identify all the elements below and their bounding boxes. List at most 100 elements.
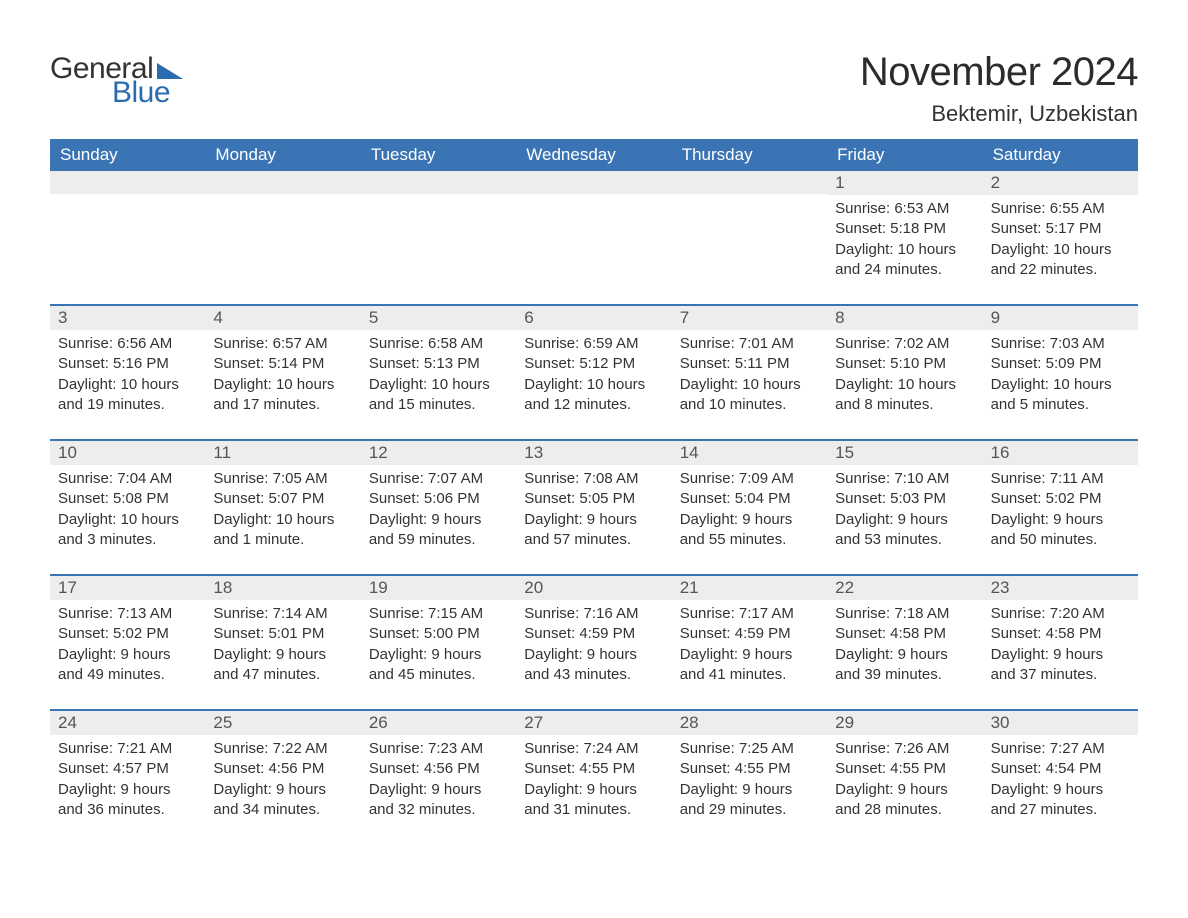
daylight-text-line1: Daylight: 10 hours	[835, 240, 974, 260]
daynum-bar: 1	[827, 171, 982, 195]
sunrise-text: Sunrise: 6:56 AM	[58, 334, 197, 354]
calendar-cell: 30Sunrise: 7:27 AMSunset: 4:54 PMDayligh…	[983, 711, 1138, 844]
week-row: 17Sunrise: 7:13 AMSunset: 5:02 PMDayligh…	[50, 574, 1138, 709]
sunset-text: Sunset: 5:00 PM	[369, 624, 508, 644]
daylight-text-line2: and 22 minutes.	[991, 260, 1130, 280]
daynum-bar: 3	[50, 306, 205, 330]
daylight-text-line1: Daylight: 9 hours	[991, 510, 1130, 530]
daynum-bar: 25	[205, 711, 360, 735]
daylight-text-line2: and 57 minutes.	[524, 530, 663, 550]
day-number: 19	[369, 578, 388, 597]
calendar-cell: 2Sunrise: 6:55 AMSunset: 5:17 PMDaylight…	[983, 171, 1138, 304]
week-row: 24Sunrise: 7:21 AMSunset: 4:57 PMDayligh…	[50, 709, 1138, 844]
daynum-bar: 13	[516, 441, 671, 465]
sunset-text: Sunset: 5:17 PM	[991, 219, 1130, 239]
daylight-text-line1: Daylight: 9 hours	[369, 510, 508, 530]
sunset-text: Sunset: 5:06 PM	[369, 489, 508, 509]
daylight-text-line2: and 39 minutes.	[835, 665, 974, 685]
sunset-text: Sunset: 4:58 PM	[991, 624, 1130, 644]
daynum-bar: 26	[361, 711, 516, 735]
daynum-bar: 12	[361, 441, 516, 465]
day-number: 6	[524, 308, 533, 327]
day-number: 4	[213, 308, 222, 327]
daylight-text-line1: Daylight: 9 hours	[991, 780, 1130, 800]
daylight-text-line1: Daylight: 9 hours	[369, 780, 508, 800]
sunset-text: Sunset: 4:58 PM	[835, 624, 974, 644]
dayname-thursday: Thursday	[672, 139, 827, 171]
calendar-cell: 12Sunrise: 7:07 AMSunset: 5:06 PMDayligh…	[361, 441, 516, 574]
daylight-text-line1: Daylight: 9 hours	[58, 645, 197, 665]
dayname-sunday: Sunday	[50, 139, 205, 171]
daylight-text-line1: Daylight: 10 hours	[58, 375, 197, 395]
calendar-cell: 9Sunrise: 7:03 AMSunset: 5:09 PMDaylight…	[983, 306, 1138, 439]
daylight-text-line2: and 17 minutes.	[213, 395, 352, 415]
sunrise-text: Sunrise: 7:22 AM	[213, 739, 352, 759]
day-number: 1	[835, 173, 844, 192]
daylight-text-line1: Daylight: 9 hours	[58, 780, 197, 800]
daylight-text-line1: Daylight: 9 hours	[369, 645, 508, 665]
daylight-text-line2: and 36 minutes.	[58, 800, 197, 820]
sunrise-text: Sunrise: 7:05 AM	[213, 469, 352, 489]
calendar-cell: 6Sunrise: 6:59 AMSunset: 5:12 PMDaylight…	[516, 306, 671, 439]
daylight-text-line1: Daylight: 10 hours	[991, 375, 1130, 395]
sunrise-text: Sunrise: 7:08 AM	[524, 469, 663, 489]
day-number: 18	[213, 578, 232, 597]
daynum-bar: 9	[983, 306, 1138, 330]
calendar-cell: 17Sunrise: 7:13 AMSunset: 5:02 PMDayligh…	[50, 576, 205, 709]
day-number: 9	[991, 308, 1000, 327]
daylight-text-line2: and 10 minutes.	[680, 395, 819, 415]
daylight-text-line2: and 34 minutes.	[213, 800, 352, 820]
calendar-cell: 26Sunrise: 7:23 AMSunset: 4:56 PMDayligh…	[361, 711, 516, 844]
sunrise-text: Sunrise: 7:01 AM	[680, 334, 819, 354]
sunset-text: Sunset: 4:57 PM	[58, 759, 197, 779]
daynum-bar: 22	[827, 576, 982, 600]
day-number: 11	[213, 443, 231, 462]
calendar-cell: 5Sunrise: 6:58 AMSunset: 5:13 PMDaylight…	[361, 306, 516, 439]
daylight-text-line2: and 5 minutes.	[991, 395, 1130, 415]
calendar: SundayMondayTuesdayWednesdayThursdayFrid…	[50, 139, 1138, 844]
sunset-text: Sunset: 5:09 PM	[991, 354, 1130, 374]
daynum-bar: 5	[361, 306, 516, 330]
day-number: 12	[369, 443, 388, 462]
daynum-bar: 29	[827, 711, 982, 735]
sunset-text: Sunset: 5:02 PM	[991, 489, 1130, 509]
daylight-text-line2: and 43 minutes.	[524, 665, 663, 685]
daylight-text-line2: and 24 minutes.	[835, 260, 974, 280]
daylight-text-line2: and 12 minutes.	[524, 395, 663, 415]
daylight-text-line1: Daylight: 9 hours	[680, 645, 819, 665]
day-number: 8	[835, 308, 844, 327]
daylight-text-line1: Daylight: 10 hours	[680, 375, 819, 395]
daylight-text-line2: and 1 minute.	[213, 530, 352, 550]
daylight-text-line1: Daylight: 9 hours	[213, 645, 352, 665]
daylight-text-line1: Daylight: 9 hours	[524, 780, 663, 800]
daynum-bar: 6	[516, 306, 671, 330]
day-number: 10	[58, 443, 77, 462]
calendar-cell-empty	[205, 171, 360, 304]
daylight-text-line1: Daylight: 9 hours	[680, 510, 819, 530]
weeks-container: 1Sunrise: 6:53 AMSunset: 5:18 PMDaylight…	[50, 171, 1138, 844]
sunrise-text: Sunrise: 7:24 AM	[524, 739, 663, 759]
daynum-bar: 30	[983, 711, 1138, 735]
sunrise-text: Sunrise: 7:13 AM	[58, 604, 197, 624]
dayname-friday: Friday	[827, 139, 982, 171]
daylight-text-line1: Daylight: 9 hours	[524, 510, 663, 530]
calendar-cell: 15Sunrise: 7:10 AMSunset: 5:03 PMDayligh…	[827, 441, 982, 574]
daynum-bar: 23	[983, 576, 1138, 600]
calendar-cell-empty	[50, 171, 205, 304]
dayname-tuesday: Tuesday	[361, 139, 516, 171]
day-number: 3	[58, 308, 67, 327]
sunrise-text: Sunrise: 7:02 AM	[835, 334, 974, 354]
daynum-bar: 11	[205, 441, 360, 465]
day-number: 17	[58, 578, 77, 597]
calendar-cell: 8Sunrise: 7:02 AMSunset: 5:10 PMDaylight…	[827, 306, 982, 439]
calendar-cell: 1Sunrise: 6:53 AMSunset: 5:18 PMDaylight…	[827, 171, 982, 304]
sunrise-text: Sunrise: 7:09 AM	[680, 469, 819, 489]
day-number: 29	[835, 713, 854, 732]
day-number: 27	[524, 713, 543, 732]
sunset-text: Sunset: 5:01 PM	[213, 624, 352, 644]
daylight-text-line2: and 45 minutes.	[369, 665, 508, 685]
sunrise-text: Sunrise: 6:53 AM	[835, 199, 974, 219]
daylight-text-line2: and 49 minutes.	[58, 665, 197, 685]
daylight-text-line2: and 3 minutes.	[58, 530, 197, 550]
sunset-text: Sunset: 5:11 PM	[680, 354, 819, 374]
